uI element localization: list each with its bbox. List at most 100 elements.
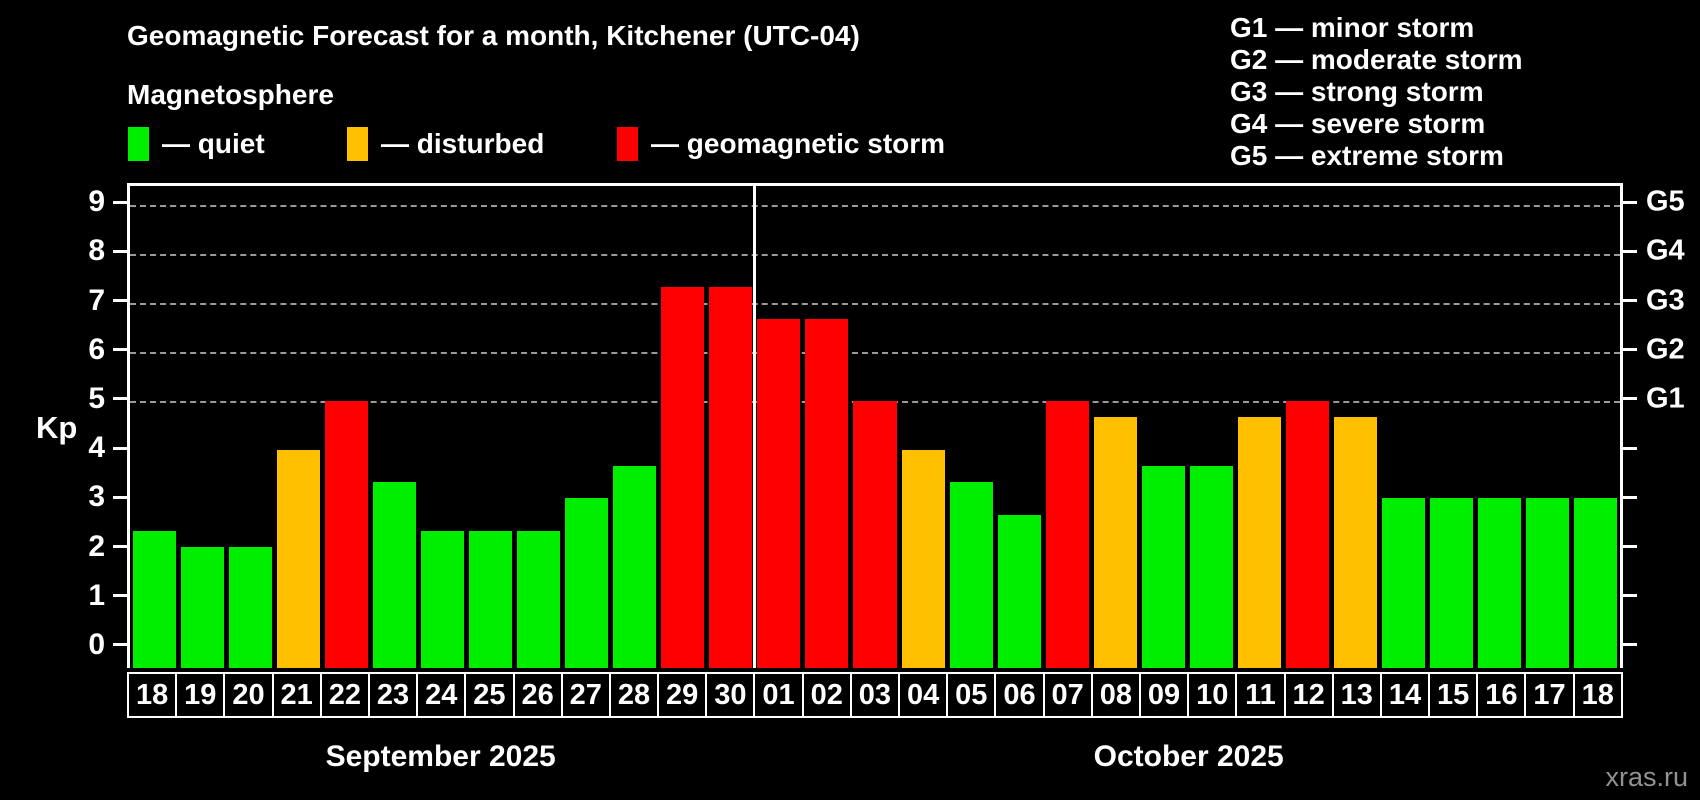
y-tick	[113, 446, 127, 450]
y-tick	[113, 594, 127, 598]
y-tick	[113, 200, 127, 204]
legend-item-quiet: — quiet	[128, 127, 265, 161]
y-axis-title: Kp	[36, 410, 78, 445]
bar-slot	[611, 186, 659, 668]
bar-slot	[466, 186, 514, 668]
bar-slot	[130, 186, 178, 668]
bar-slot	[1524, 186, 1572, 668]
bar-slot	[322, 186, 370, 668]
date-label-box: 02	[801, 672, 852, 718]
y-tick-label: 3	[88, 480, 105, 514]
kp-bar	[180, 547, 224, 668]
date-label-box: 06	[994, 672, 1045, 718]
y-tick-label: 4	[88, 431, 105, 465]
gridline	[130, 253, 1620, 256]
kp-bar	[228, 547, 272, 668]
kp-bar	[661, 286, 705, 668]
bar-slot	[1235, 186, 1283, 668]
storm-scale-line: G5 — extreme storm	[1230, 140, 1504, 171]
y-tick	[113, 495, 127, 499]
y-tick	[113, 545, 127, 548]
date-label-box: 27	[560, 672, 611, 718]
kp-bar	[805, 318, 849, 668]
g-axis-tick	[1623, 545, 1637, 548]
g-axis-tick	[1623, 249, 1637, 253]
watermark: xras.ru	[1605, 762, 1688, 792]
kp-bar	[1237, 416, 1281, 668]
kp-bar	[709, 286, 753, 668]
date-label-box: 12	[1283, 672, 1334, 718]
bar-slot	[755, 186, 803, 668]
kp-bar	[1334, 416, 1378, 668]
date-label-box: 09	[1138, 672, 1190, 718]
bar-slot	[370, 186, 418, 668]
g-axis: G1 G2 G3 G4 G5	[1623, 183, 1700, 668]
x-axis-months: September 2025 October 2025	[127, 740, 1623, 774]
bar-slot	[659, 186, 707, 668]
bar-slot	[1091, 186, 1139, 668]
date-label-box: 16	[1476, 672, 1527, 718]
kp-bar	[853, 400, 897, 668]
bars-container	[130, 186, 1620, 668]
date-label-box: 23	[367, 672, 419, 718]
y-tick	[113, 348, 127, 352]
date-label-box: 13	[1331, 672, 1382, 718]
date-label-box: 25	[464, 672, 515, 718]
date-label-box: 22	[319, 672, 370, 718]
kp-bar	[132, 531, 176, 668]
bar-slot	[178, 186, 226, 668]
y-tick	[113, 299, 127, 303]
kp-bar	[613, 465, 657, 668]
bar-slot	[1428, 186, 1476, 668]
kp-bar	[420, 531, 464, 668]
legend-item-label: — disturbed	[381, 128, 545, 159]
x-axis-dates: 18 19 20 21 22 23 24 25 26 27 28 29 30 01 02 03 04 05 06 07…	[127, 672, 1623, 718]
y-tick-label: 6	[88, 332, 105, 366]
storm-scale-line: G2 — moderate storm	[1230, 44, 1523, 75]
date-label-box: 20	[223, 672, 274, 718]
date-label-box: 08	[1090, 672, 1141, 718]
kp-bar	[565, 498, 609, 668]
g-axis-tick	[1623, 446, 1637, 450]
bar-slot	[995, 186, 1043, 668]
kp-bar	[1189, 465, 1233, 668]
legend-item-disturbed: — disturbed	[347, 127, 544, 161]
kp-bar	[1478, 498, 1522, 668]
kp-bar	[1045, 400, 1089, 668]
y-tick	[113, 643, 127, 647]
bar-slot	[1139, 186, 1187, 668]
storm-scale-legend: G1 — minor storm G2 — moderate storm G3 — …	[1230, 12, 1523, 172]
g-axis-label: G5	[1646, 185, 1685, 218]
chart-subtitle: Magnetosphere	[127, 79, 334, 110]
g-axis-label: G2	[1646, 333, 1685, 366]
bar-slot	[1043, 186, 1091, 668]
bar-slot	[515, 186, 563, 668]
y-tick-label: 7	[88, 283, 105, 317]
g-axis-tick	[1623, 495, 1637, 499]
date-label-box: 15	[1428, 672, 1479, 718]
chart-title: Geomagnetic Forecast for a month, Kitche…	[127, 20, 860, 51]
g-axis-label: G4	[1646, 234, 1685, 267]
y-tick-label: 1	[88, 578, 105, 612]
bar-slot	[803, 186, 851, 668]
kp-bar	[1286, 400, 1330, 668]
gridline	[130, 302, 1620, 305]
legend-item-label: — geomagnetic storm	[651, 128, 946, 159]
kp-bar	[1574, 498, 1618, 668]
storm-scale-line: G4 — severe storm	[1230, 108, 1486, 139]
date-label-box: 30	[705, 672, 756, 718]
gridline	[130, 351, 1620, 354]
bar-slot	[1332, 186, 1380, 668]
month-separator-line	[753, 186, 757, 668]
kp-bar	[997, 514, 1041, 668]
month-label-september: September 2025	[325, 740, 556, 773]
date-label-box: 11	[1235, 672, 1286, 718]
bar-slot	[418, 186, 466, 668]
bar-slot	[1476, 186, 1524, 668]
g-axis-label: G1	[1646, 382, 1685, 415]
kp-bar	[1430, 498, 1474, 668]
month-label-october: October 2025	[1093, 740, 1284, 773]
date-label-box: 01	[753, 672, 804, 718]
bar-slot	[1187, 186, 1235, 668]
